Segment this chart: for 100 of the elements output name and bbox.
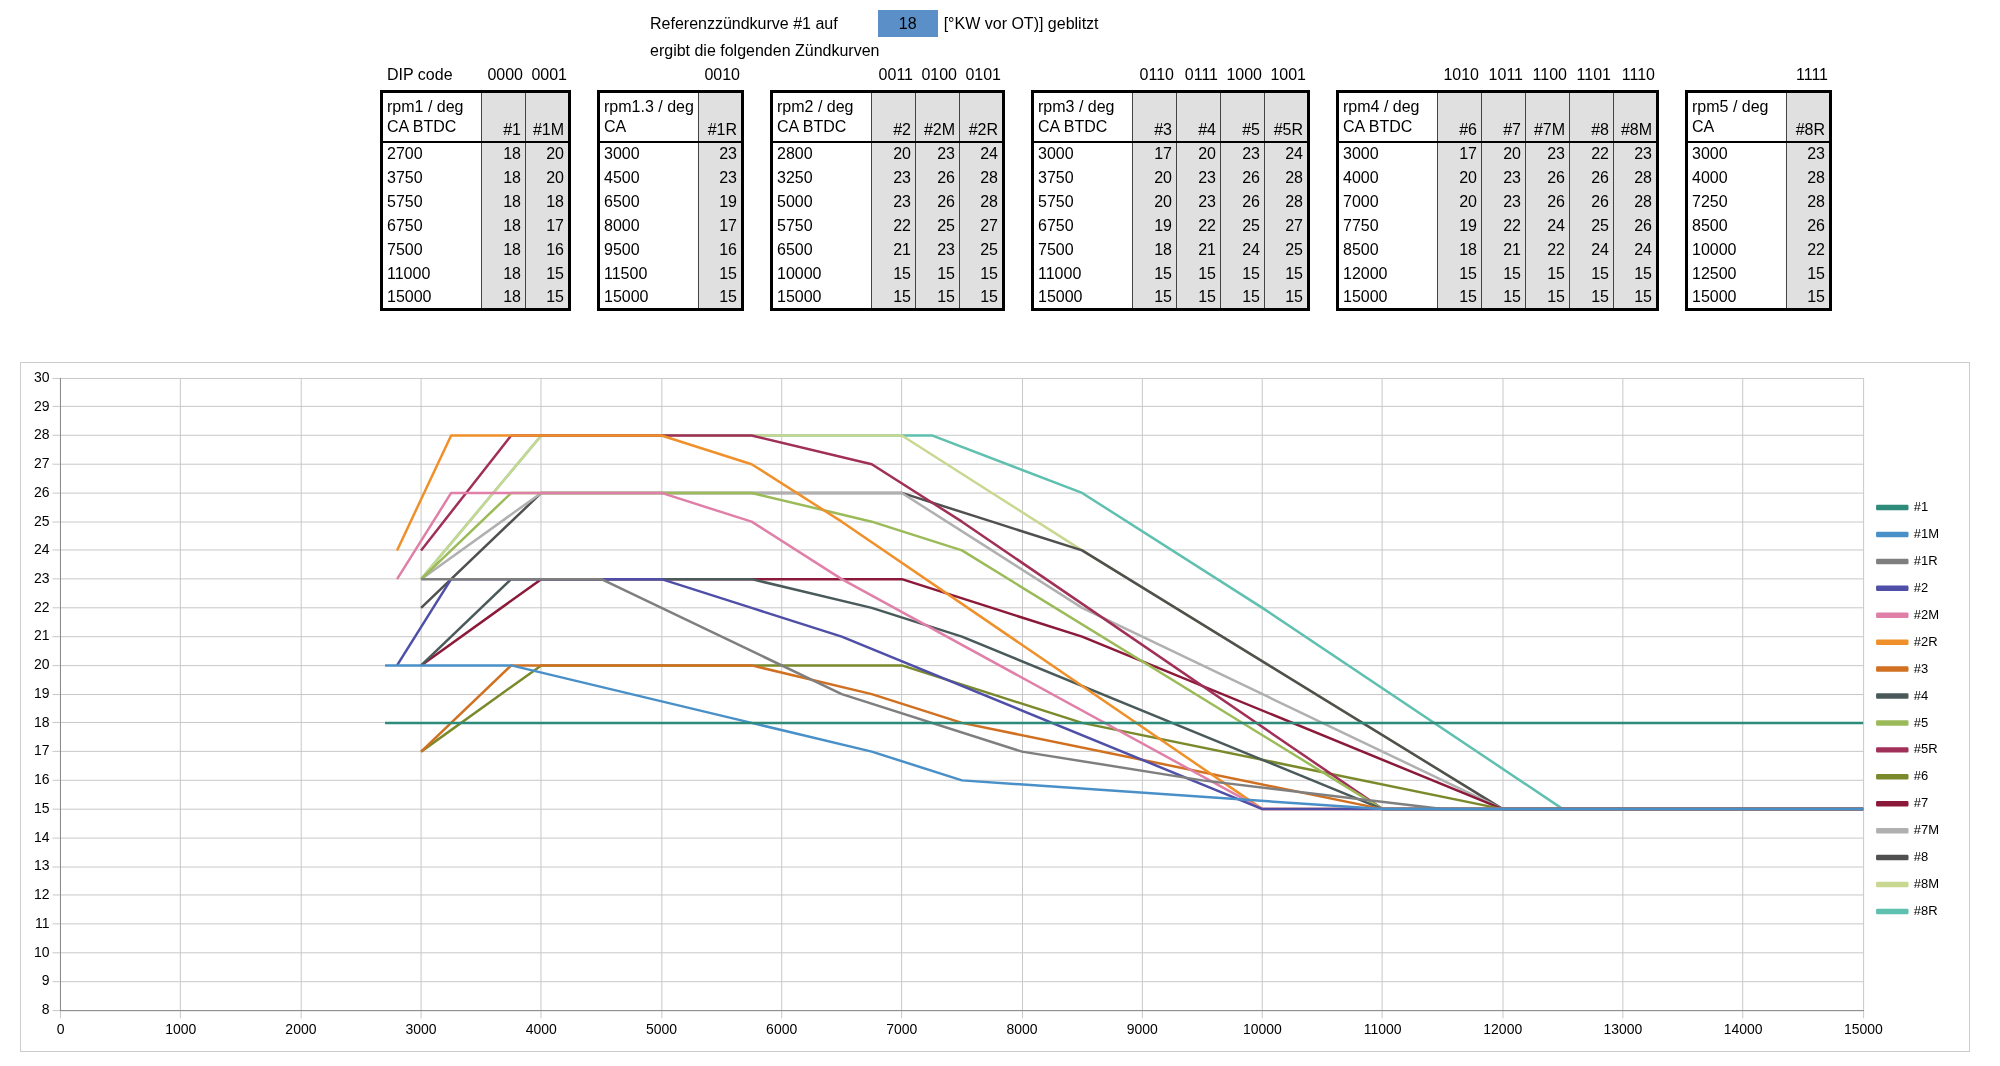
text: 0010 [703, 66, 741, 85]
x-tick-label: #7 [1481, 91, 1526, 142]
data-label: 20 [1437, 189, 1482, 214]
y-axis-title: rpm3 / deg CA BTDC [1032, 91, 1133, 142]
x-tick-label: 5000 [645, 1020, 678, 1037]
data-label: 15 [1264, 285, 1309, 310]
y-tick-label: 2800 [771, 141, 872, 166]
x-tick-label: #5 [1220, 91, 1265, 142]
x-tick-label: #1R [698, 91, 743, 142]
legend-label: #2 [1913, 579, 1929, 595]
y-tick-label: 12000 [1337, 261, 1438, 286]
y-axis-title: rpm2 / deg CA BTDC [771, 91, 872, 142]
y-tick-label: 11000 [1032, 261, 1133, 286]
data-label: 23 [871, 165, 916, 190]
data-label: 22 [1786, 237, 1831, 262]
data-label: 16 [698, 237, 743, 262]
data-label: 15 [915, 261, 960, 286]
legend-label: #1 [1913, 499, 1929, 515]
text: 0000 [486, 66, 524, 85]
data-label: 23 [1613, 141, 1658, 166]
text: 0100 [920, 66, 958, 85]
data-label: 20 [1132, 189, 1177, 214]
data-label: 24 [1264, 141, 1309, 166]
y-tick-label: 15000 [1337, 285, 1438, 310]
y-tick-label: 9500 [598, 237, 699, 262]
data-label: 15 [1569, 285, 1614, 310]
text: 18 [877, 10, 938, 37]
data-label: 15 [1220, 285, 1265, 310]
data-label: 23 [871, 189, 916, 214]
y-tick-label: 7250 [1686, 189, 1787, 214]
data-label: 22 [1569, 141, 1614, 166]
legend-label: #3 [1913, 660, 1929, 676]
y-tick-label: 3000 [598, 141, 699, 166]
data-label: 15 [871, 261, 916, 286]
x-tick-label: #2 [871, 91, 916, 142]
legend-label: #8M [1913, 876, 1940, 892]
data-label: 17 [525, 213, 570, 238]
y-tick-label: 24 [33, 541, 50, 558]
y-tick-label: 5000 [771, 189, 872, 214]
data-label: 23 [698, 165, 743, 190]
legend-label: #6 [1913, 768, 1929, 784]
data-label: 18 [481, 261, 526, 286]
text: 1110 [1620, 66, 1656, 85]
data-label: 15 [1786, 261, 1831, 286]
text: 0001 [530, 66, 568, 85]
legend-label: #1R [1913, 553, 1938, 568]
y-tick-label: 30 [33, 368, 50, 385]
data-label: 26 [1569, 189, 1614, 214]
x-tick-label: #1 [481, 91, 526, 142]
y-tick-label: 5750 [771, 213, 872, 238]
x-tick-label: #2M [915, 91, 960, 142]
data-label: 26 [915, 165, 960, 190]
data-label: 18 [481, 189, 526, 214]
y-tick-label: 4000 [1686, 165, 1787, 190]
data-label: 23 [1176, 165, 1221, 190]
text: [°KW vor OT)] geblitzt [943, 15, 1099, 32]
y-tick-label: 3750 [381, 165, 482, 190]
data-label: 28 [1786, 165, 1831, 190]
y-tick-label: 21 [33, 627, 50, 644]
data-label: 18 [1437, 237, 1482, 262]
y-tick-label: 16 [33, 771, 50, 788]
data-label: 23 [698, 141, 743, 166]
y-tick-label: 8500 [1337, 237, 1438, 262]
y-tick-label: 2700 [381, 141, 482, 166]
data-label: 21 [1176, 237, 1221, 262]
data-label: 26 [1569, 165, 1614, 190]
y-tick-label: 18 [33, 713, 50, 730]
text: 1010 [1442, 66, 1480, 85]
y-tick-label: 3750 [1032, 165, 1133, 190]
data-label: 15 [1569, 261, 1614, 286]
y-tick-label: 6500 [771, 237, 872, 262]
x-tick-label: #5R [1264, 91, 1309, 142]
data-label: 23 [1481, 165, 1526, 190]
text: 1101 [1575, 66, 1612, 85]
x-tick-label: 1000 [165, 1020, 197, 1037]
data-label: 15 [871, 285, 916, 310]
data-label: 25 [1264, 237, 1309, 262]
data-label: 20 [871, 141, 916, 166]
data-label: 23 [1220, 141, 1265, 166]
data-label: 28 [1264, 165, 1309, 190]
data-label: 25 [1569, 213, 1614, 238]
data-label: 15 [1613, 285, 1658, 310]
data-label: 15 [959, 261, 1004, 286]
x-tick-label: 8000 [1006, 1020, 1038, 1037]
y-tick-label: 12500 [1686, 261, 1787, 286]
y-tick-label: 14 [33, 828, 50, 845]
x-tick-label: 4000 [525, 1020, 558, 1037]
data-label: 20 [525, 141, 570, 166]
data-label: 15 [1264, 261, 1309, 286]
data-label: 22 [1481, 213, 1526, 238]
y-tick-label: 9 [41, 972, 50, 989]
data-label: 15 [915, 285, 960, 310]
legend-label: #5R [1913, 741, 1938, 757]
y-tick-label: 10000 [1686, 237, 1787, 262]
y-tick-label: 12 [33, 886, 50, 903]
data-label: 22 [871, 213, 916, 238]
y-tick-label: 3000 [1686, 141, 1787, 166]
y-tick-label: 11000 [381, 261, 482, 286]
x-tick-label: #8 [1569, 91, 1614, 142]
data-label: 18 [481, 165, 526, 190]
